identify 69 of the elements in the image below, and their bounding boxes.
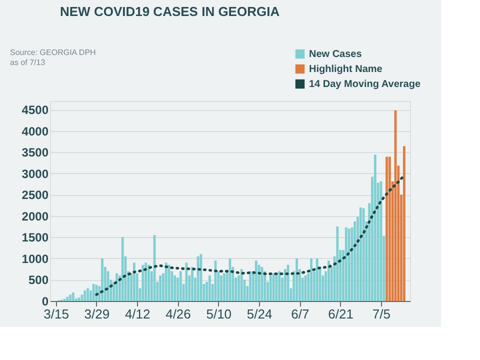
bar: [86, 288, 89, 301]
bar: [148, 264, 150, 301]
bar: [222, 273, 226, 301]
bar: [179, 271, 182, 301]
y-tick-label: 3000: [22, 166, 49, 181]
y-tick-label: 500: [28, 273, 49, 288]
y-tick-label: 2500: [22, 188, 49, 202]
x-tick-label: 7/5: [372, 306, 391, 322]
bar: [344, 227, 348, 301]
legend-label: Highlight Name: [309, 64, 383, 75]
bar: [191, 266, 194, 301]
x-tick-label: 5/24: [246, 306, 272, 322]
bar: [72, 292, 74, 301]
legend-label: New Cases: [309, 49, 362, 60]
text: as of 7/13: [10, 58, 46, 67]
bar: [196, 256, 200, 301]
bar: [84, 290, 86, 301]
bar: [269, 275, 272, 301]
bar: [260, 266, 264, 301]
bar: [316, 258, 318, 301]
y-tick-label: 1500: [22, 230, 49, 245]
bar: [374, 154, 376, 301]
bar: [66, 296, 69, 301]
bar: [240, 269, 243, 301]
bar: [116, 273, 118, 301]
bar: [174, 275, 176, 301]
bar: [220, 275, 222, 301]
bar: [164, 262, 168, 301]
bar: [80, 294, 84, 301]
bar: [144, 262, 148, 301]
y-tick-label: 4500: [22, 103, 49, 118]
x-tick-label: 4/26: [166, 306, 191, 322]
bar: [286, 264, 290, 301]
bar: [249, 271, 252, 301]
bar: [336, 226, 339, 301]
bar: [142, 264, 144, 301]
x-tick-label: 6/7: [291, 306, 310, 322]
bar: [264, 271, 266, 301]
source-note: Source: GEORGIA DPH: [10, 48, 96, 57]
y-tick-label: 1000: [22, 252, 49, 266]
bar: [359, 207, 362, 301]
bar: [69, 294, 72, 301]
bar: [101, 258, 104, 301]
bar: [159, 275, 162, 301]
y-tick-label: 2000: [22, 209, 49, 224]
x-tick-label: 4/12: [124, 306, 150, 322]
bar: [121, 237, 124, 301]
line-series: [95, 174, 406, 296]
x-tick-label: 5/10: [206, 306, 232, 322]
bar: [310, 258, 312, 301]
x-tick-label: 3/29: [84, 306, 110, 322]
x-tick-label: 6/21: [328, 306, 354, 322]
bar: [296, 258, 298, 301]
legend-label: 14 Day Moving Average: [309, 79, 421, 90]
bar: [132, 262, 136, 301]
bar: [208, 275, 211, 301]
x-tick-label: 3/15: [44, 306, 69, 322]
chart-title: NEW COVID19 CASES IN GEORGIA: [60, 4, 280, 19]
y-tick-label: 0: [42, 294, 49, 308]
y-tick-label: 3500: [22, 146, 49, 160]
bar: [254, 260, 258, 301]
bar: [388, 156, 391, 301]
y-tick-label: 4000: [22, 124, 49, 138]
bar: [386, 156, 388, 301]
bar: [284, 269, 286, 301]
bar: [328, 260, 330, 301]
bar: [106, 271, 110, 301]
bar: [278, 271, 281, 301]
bar: [402, 146, 406, 301]
